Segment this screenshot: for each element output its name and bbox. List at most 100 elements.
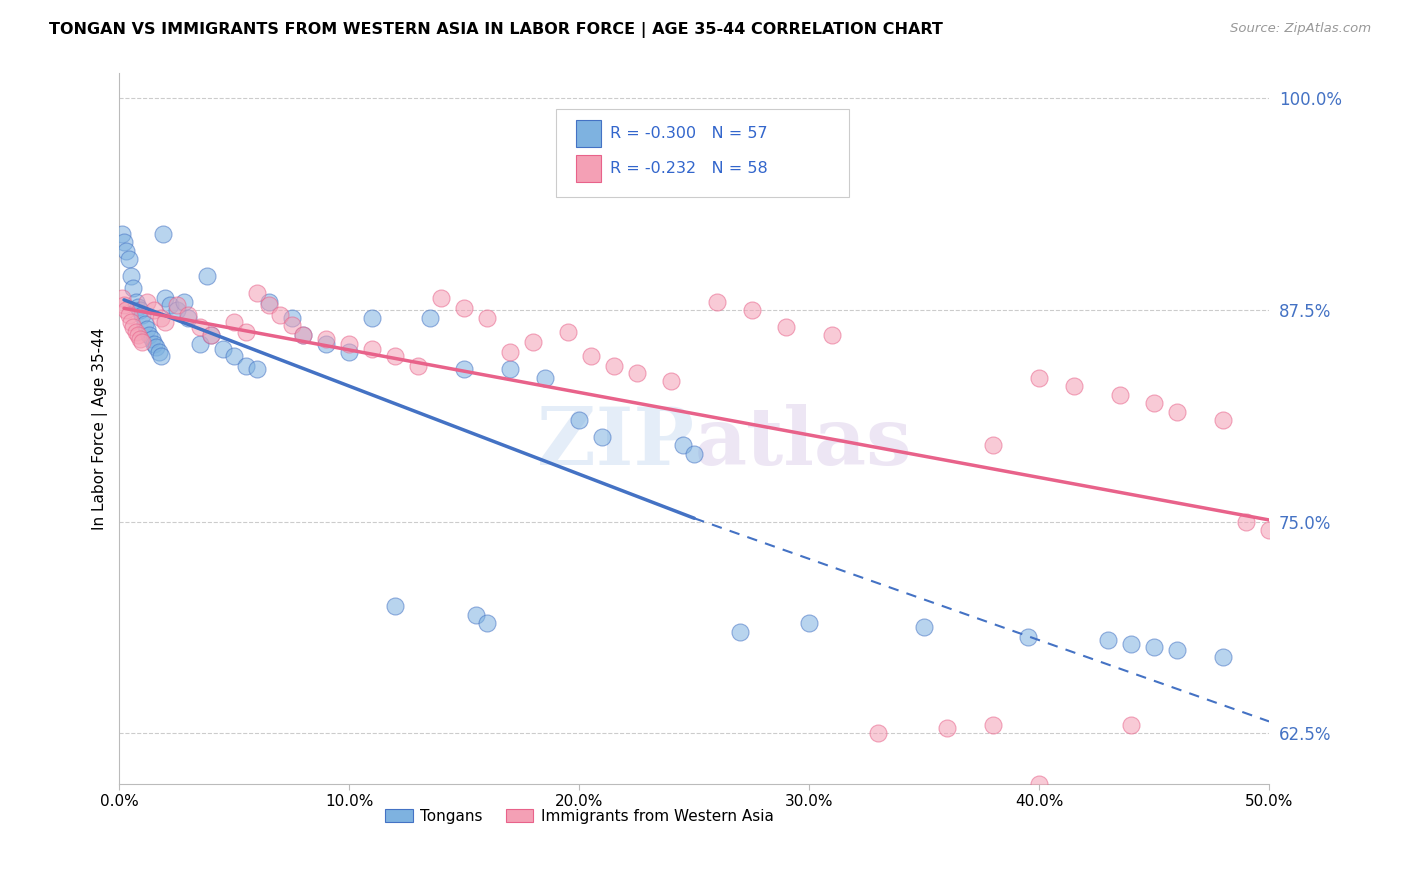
Point — [269, 308, 291, 322]
Point — [246, 286, 269, 301]
Point — [188, 320, 211, 334]
Point — [281, 318, 304, 333]
Point — [1258, 523, 1281, 537]
Text: atlas: atlas — [695, 404, 911, 482]
Point — [408, 359, 430, 373]
Point — [1028, 370, 1050, 384]
Point — [142, 303, 165, 318]
Point — [141, 332, 163, 346]
Point — [117, 308, 139, 322]
Y-axis label: In Labor Force | Age 35-44: In Labor Force | Age 35-44 — [93, 327, 108, 530]
Point — [235, 325, 257, 339]
Point — [129, 332, 152, 346]
Point — [155, 291, 177, 305]
Legend: Tongans, Immigrants from Western Asia: Tongans, Immigrants from Western Asia — [378, 803, 780, 830]
Point — [361, 311, 384, 326]
Point — [224, 315, 246, 329]
Point — [122, 320, 145, 334]
Point — [149, 349, 172, 363]
Point — [568, 413, 591, 427]
Point — [453, 301, 475, 316]
Point — [626, 366, 648, 380]
Point — [212, 342, 235, 356]
Point — [112, 298, 135, 312]
Point — [173, 294, 195, 309]
Point — [1212, 413, 1234, 427]
Text: R = -0.232   N = 58: R = -0.232 N = 58 — [610, 161, 768, 177]
Point — [148, 345, 170, 359]
Point — [337, 345, 360, 359]
Point — [1234, 515, 1257, 529]
Point — [246, 362, 269, 376]
Point — [1166, 643, 1188, 657]
Point — [200, 328, 222, 343]
Point — [315, 332, 337, 346]
FancyBboxPatch shape — [576, 155, 602, 183]
Text: R = -0.300   N = 57: R = -0.300 N = 57 — [610, 126, 768, 141]
Point — [166, 303, 188, 318]
Point — [477, 311, 499, 326]
Point — [292, 328, 315, 343]
Point — [188, 337, 211, 351]
Point — [522, 335, 544, 350]
Point — [145, 340, 167, 354]
Point — [142, 337, 165, 351]
Point — [557, 325, 579, 339]
Point — [200, 328, 222, 343]
Point — [337, 337, 360, 351]
Point — [127, 328, 149, 343]
Point — [683, 447, 706, 461]
Point — [115, 244, 138, 258]
Point — [136, 321, 159, 335]
Point — [115, 303, 138, 318]
Point — [579, 349, 602, 363]
Point — [591, 430, 613, 444]
Point — [1017, 630, 1039, 644]
Point — [111, 291, 134, 305]
Point — [1212, 650, 1234, 665]
Point — [499, 362, 522, 376]
Point — [131, 335, 153, 350]
Point — [741, 303, 763, 318]
Text: Source: ZipAtlas.com: Source: ZipAtlas.com — [1230, 22, 1371, 36]
Point — [1143, 396, 1166, 410]
Point — [499, 345, 522, 359]
Point — [111, 227, 134, 241]
Point — [131, 308, 153, 322]
Point — [706, 294, 728, 309]
Point — [912, 619, 935, 633]
Point — [936, 721, 959, 735]
Point — [122, 281, 145, 295]
Point — [533, 370, 555, 384]
Point — [453, 362, 475, 376]
Point — [659, 374, 682, 388]
Point — [281, 311, 304, 326]
Point — [1063, 379, 1085, 393]
Point — [152, 227, 174, 241]
Text: ZIP: ZIP — [537, 404, 695, 482]
Point — [138, 328, 160, 343]
Point — [159, 298, 181, 312]
Point — [430, 291, 453, 305]
Point — [981, 438, 1004, 452]
Point — [672, 438, 695, 452]
Point — [149, 311, 172, 326]
Point — [419, 311, 441, 326]
Point — [224, 349, 246, 363]
Point — [120, 269, 142, 284]
Point — [117, 252, 139, 267]
Point — [868, 726, 890, 740]
Point — [821, 328, 844, 343]
Point — [129, 303, 152, 318]
Point — [1097, 633, 1119, 648]
Point — [124, 294, 146, 309]
Point — [134, 317, 156, 331]
Point — [1028, 777, 1050, 791]
Point — [728, 624, 751, 639]
Point — [166, 298, 188, 312]
Point — [775, 320, 797, 334]
Point — [315, 337, 337, 351]
Point — [603, 359, 626, 373]
Point — [1119, 636, 1142, 650]
Point — [292, 328, 315, 343]
